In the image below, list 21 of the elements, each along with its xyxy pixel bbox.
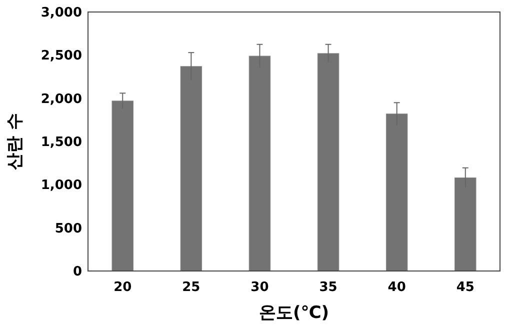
y-tick-label: 2,000 [40, 92, 82, 107]
y-tick-label: 1,000 [40, 178, 82, 194]
x-tick-label: 35 [319, 280, 338, 295]
bar [112, 100, 134, 272]
y-tick-label: 1,500 [40, 135, 82, 150]
x-tick-label: 30 [250, 280, 269, 295]
x-tick-label: 40 [388, 280, 406, 295]
x-axis-title: 온도(℃) [258, 303, 330, 323]
bar [317, 53, 340, 272]
x-tick-label: 45 [456, 280, 474, 295]
y-tick-label: 2,500 [40, 48, 82, 64]
bar [248, 56, 271, 272]
y-tick-label: 0 [72, 264, 82, 280]
y-tick-label: 3,000 [40, 6, 82, 21]
y-tick-label: 500 [54, 221, 82, 236]
bar [180, 66, 202, 272]
bar [386, 114, 408, 272]
y-axis-title: 산란 수 [5, 113, 25, 170]
x-tick-label: 20 [114, 280, 132, 295]
x-tick-label: 25 [182, 280, 200, 295]
bar [454, 178, 476, 272]
